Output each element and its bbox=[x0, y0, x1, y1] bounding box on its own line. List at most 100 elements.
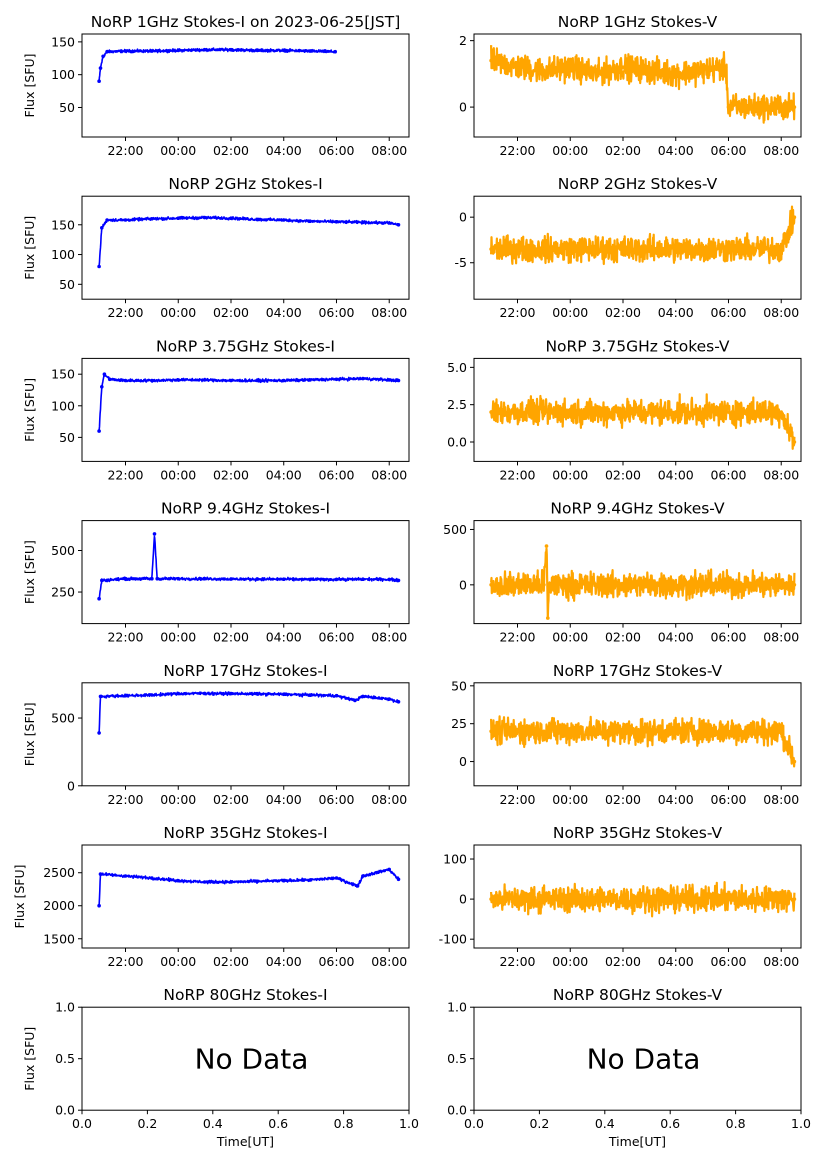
plot-frame bbox=[81, 844, 410, 949]
x-tick-label: 04:00 bbox=[658, 143, 694, 158]
data-point bbox=[229, 577, 233, 581]
data-point bbox=[779, 583, 783, 587]
y-tick-label: 150 bbox=[51, 34, 75, 49]
y-axis-label: Flux [SFU] bbox=[22, 54, 37, 118]
series-line bbox=[490, 393, 796, 450]
data-point bbox=[229, 691, 233, 696]
data-point bbox=[594, 410, 599, 414]
x-tick-label: 22:00 bbox=[499, 792, 535, 807]
data-point bbox=[792, 583, 797, 587]
y-tick-label: 250 bbox=[51, 585, 75, 600]
x-tick-label: 04:00 bbox=[658, 630, 694, 645]
data-point bbox=[792, 440, 797, 444]
x-tick-label: 00:00 bbox=[552, 467, 588, 482]
x-tick-label: 22:00 bbox=[499, 954, 535, 969]
x-tick-label: 00:00 bbox=[552, 305, 588, 320]
x-tick-label: 22:00 bbox=[107, 467, 143, 482]
panel-10: 22:00 00:00 02:00 04:00 06:00 08:00 0 25 50 NoRP … bbox=[451, 662, 802, 807]
panel-title: NoRP 35GHz Stokes-V bbox=[553, 824, 723, 842]
x-tick-label: 06:00 bbox=[710, 792, 746, 807]
x-tick-label: 08:00 bbox=[371, 630, 407, 645]
x-tick-label: 08:00 bbox=[371, 954, 407, 969]
data-point bbox=[361, 220, 365, 225]
data-point bbox=[255, 879, 260, 884]
panel-title: NoRP 2GHz Stokes-I bbox=[168, 175, 322, 193]
x-tick-label: 00:00 bbox=[160, 143, 196, 158]
data-point bbox=[726, 105, 731, 109]
y-axis-label: Flux [SFU] bbox=[22, 378, 37, 442]
x-tick-label: 22:00 bbox=[107, 954, 143, 969]
data-point bbox=[255, 692, 260, 696]
data-point bbox=[779, 729, 783, 734]
data-point bbox=[97, 264, 101, 269]
data-point bbox=[726, 410, 731, 414]
data-point bbox=[361, 694, 365, 699]
x-tick-label: 02:00 bbox=[605, 954, 641, 969]
data-point bbox=[308, 878, 312, 882]
data-point bbox=[387, 697, 392, 701]
data-point bbox=[594, 729, 599, 734]
x-tick-label: 06:00 bbox=[318, 954, 354, 969]
panel-4: 22:00 00:00 02:00 04:00 06:00 08:00 -5 0 NoRP 2G… bbox=[455, 175, 802, 320]
x-tick-label: 08:00 bbox=[763, 630, 799, 645]
data-point bbox=[621, 410, 625, 414]
plot-frame bbox=[473, 844, 802, 949]
data-point bbox=[150, 876, 154, 880]
data-point bbox=[489, 247, 493, 251]
x-tick-label: 22:00 bbox=[107, 143, 143, 158]
panel-5: 22:00 00:00 02:00 04:00 06:00 08:00 50 100 150 No… bbox=[22, 337, 410, 482]
data-point bbox=[647, 897, 652, 901]
x-tick-label: 02:00 bbox=[213, 467, 249, 482]
panel-13: 0.0 0.2 0.4 0.6 0.8 1.0 0.0 0.5 1.0 NoRP 80GHz St… bbox=[22, 986, 419, 1149]
data-point bbox=[155, 576, 159, 581]
data-point bbox=[333, 49, 338, 54]
plot-frame bbox=[473, 520, 802, 625]
y-tick-label: 100 bbox=[51, 67, 75, 82]
panel-6: 22:00 00:00 02:00 04:00 06:00 08:00 0.0 2.5 5.0 N… bbox=[447, 337, 802, 482]
data-point bbox=[621, 729, 625, 734]
data-point bbox=[361, 577, 365, 581]
data-point bbox=[308, 577, 312, 582]
data-point bbox=[334, 693, 339, 698]
data-point bbox=[105, 49, 109, 54]
x-tick-label: 00:00 bbox=[552, 792, 588, 807]
plot-frame bbox=[81, 520, 410, 625]
data-point bbox=[753, 410, 757, 414]
y-tick-label: 2500 bbox=[43, 865, 75, 880]
plot-frame bbox=[81, 357, 410, 462]
x-tick-label: 06:00 bbox=[710, 305, 746, 320]
data-point bbox=[779, 410, 783, 414]
panel-title: NoRP 3.75GHz Stokes-I bbox=[156, 337, 335, 355]
x-tick-label: 22:00 bbox=[499, 630, 535, 645]
data-point bbox=[123, 874, 128, 878]
data-point bbox=[673, 583, 678, 587]
data-point bbox=[542, 68, 546, 73]
data-point bbox=[542, 410, 546, 414]
data-point bbox=[647, 729, 652, 734]
x-axis-label: Time[UT] bbox=[608, 1134, 666, 1149]
panel-title: NoRP 1GHz Stokes-I on 2023-06-25[JST] bbox=[91, 13, 401, 31]
data-point bbox=[489, 410, 493, 414]
data-point bbox=[724, 65, 728, 69]
data-point bbox=[361, 376, 365, 381]
y-tick-label: 2 bbox=[459, 33, 467, 48]
x-tick-label: 22:00 bbox=[499, 143, 535, 158]
y-tick-label: 0 bbox=[459, 754, 467, 769]
data-point bbox=[308, 219, 312, 223]
panel-2: 22:00 00:00 02:00 04:00 06:00 08:00 0 2 NoRP 1GH… bbox=[459, 13, 802, 158]
panel-title: NoRP 17GHz Stokes-I bbox=[163, 662, 327, 680]
panel-title: NoRP 9.4GHz Stokes-V bbox=[550, 500, 725, 518]
data-point bbox=[97, 79, 101, 83]
plot-frame bbox=[81, 33, 410, 138]
data-point bbox=[98, 872, 103, 876]
data-point bbox=[621, 897, 625, 901]
data-point bbox=[387, 577, 392, 582]
data-point bbox=[123, 378, 128, 383]
series-line bbox=[98, 373, 400, 431]
x-tick-label: 06:00 bbox=[318, 143, 354, 158]
series-line bbox=[490, 205, 796, 266]
data-point bbox=[123, 693, 128, 698]
x-tick-label: 04:00 bbox=[266, 630, 302, 645]
x-tick-label: 00:00 bbox=[160, 305, 196, 320]
data-point bbox=[100, 578, 104, 583]
